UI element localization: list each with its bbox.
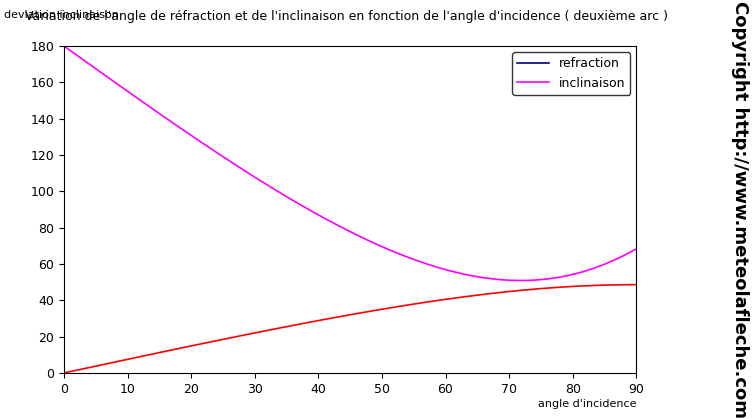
Text: Copyright http://www.meteolafleche.com: Copyright http://www.meteolafleche.com	[731, 1, 749, 418]
Legend: refraction, inclinaison: refraction, inclinaison	[512, 52, 630, 95]
Text: angle d'incidence: angle d'incidence	[538, 399, 636, 409]
Text: Variation de l'angle de réfraction et de l'inclinaison en fonction de l'angle d': Variation de l'angle de réfraction et de…	[25, 10, 668, 23]
Text: deviation inclinaison: deviation inclinaison	[4, 10, 119, 21]
